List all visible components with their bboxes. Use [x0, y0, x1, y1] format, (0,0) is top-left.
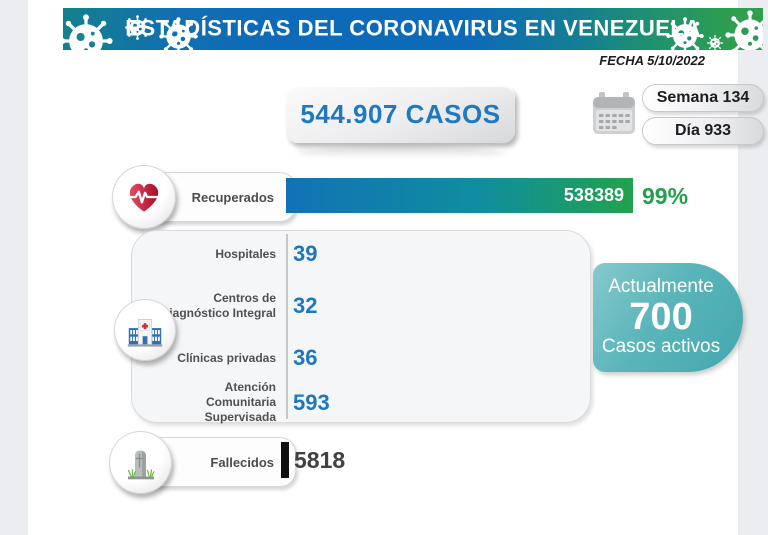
tombstone-icon — [127, 450, 154, 479]
facility-label: Hospitales — [215, 246, 276, 261]
facility-row: Clínicas privadas 36 — [132, 335, 590, 381]
infographic-page: ESTADÍSTICAS DEL CORONAVIRUS EN VENEZUEL… — [28, 0, 764, 535]
total-cases-reflection — [296, 147, 505, 159]
facility-row: Atención Comunitaria Supervisada 593 — [132, 380, 590, 424]
facility-value: 36 — [293, 345, 318, 370]
page-title: ESTADÍSTICAS DEL CORONAVIRUS EN VENEZUEL… — [125, 15, 701, 41]
recovered-bar: 538389 — [286, 178, 633, 213]
calendar-icon — [593, 92, 635, 134]
deaths-value: 5818 — [294, 447, 346, 473]
deaths-bar — [281, 442, 289, 478]
facility-row: Centros de Diagnóstico Integral 32 — [132, 277, 590, 335]
active-value: 700 — [629, 295, 693, 338]
recovered-percent: 99% — [642, 183, 689, 209]
hospital-badge — [114, 299, 176, 361]
facility-label: Atención Comunitaria Supervisada — [204, 380, 276, 424]
header-banner: ESTADÍSTICAS DEL CORONAVIRUS EN VENEZUEL… — [63, 8, 763, 50]
recovered-value: 538389 — [563, 185, 624, 205]
deaths-label: Fallecidos — [210, 454, 274, 470]
panel-divider — [286, 234, 288, 419]
week-label: Semana 134 — [656, 89, 750, 106]
total-cases-box: 544.907 CASOS — [286, 86, 515, 143]
facility-value: 593 — [293, 389, 330, 415]
active-cases-box: Actualmente 700 Casos activos — [593, 263, 743, 372]
day-label: Día 933 — [674, 122, 732, 139]
facilities-panel: Hospitales 39 Centros de Diagnóstico Int… — [131, 230, 591, 424]
week-badge: Semana 134 — [642, 84, 764, 112]
active-title: Actualmente — [608, 275, 714, 297]
facility-row: Hospitales 39 — [132, 231, 590, 277]
day-badge: Día 933 — [642, 117, 764, 145]
hospital-icon — [127, 319, 163, 347]
heart-badge — [112, 165, 176, 229]
facility-value: 32 — [293, 293, 318, 318]
active-subtitle: Casos activos — [601, 336, 721, 358]
heart-pulse-icon — [129, 183, 159, 212]
tombstone-badge — [109, 431, 172, 494]
facility-label: Clínicas privadas — [177, 350, 276, 365]
facility-value: 39 — [293, 241, 318, 266]
recovered-label: Recuperados — [191, 189, 274, 205]
total-cases-value: 544.907 CASOS — [300, 99, 501, 129]
date-label: FECHA 5/10/2022 — [599, 53, 705, 68]
facility-label: Centros de Diagnóstico Integral — [160, 291, 276, 320]
